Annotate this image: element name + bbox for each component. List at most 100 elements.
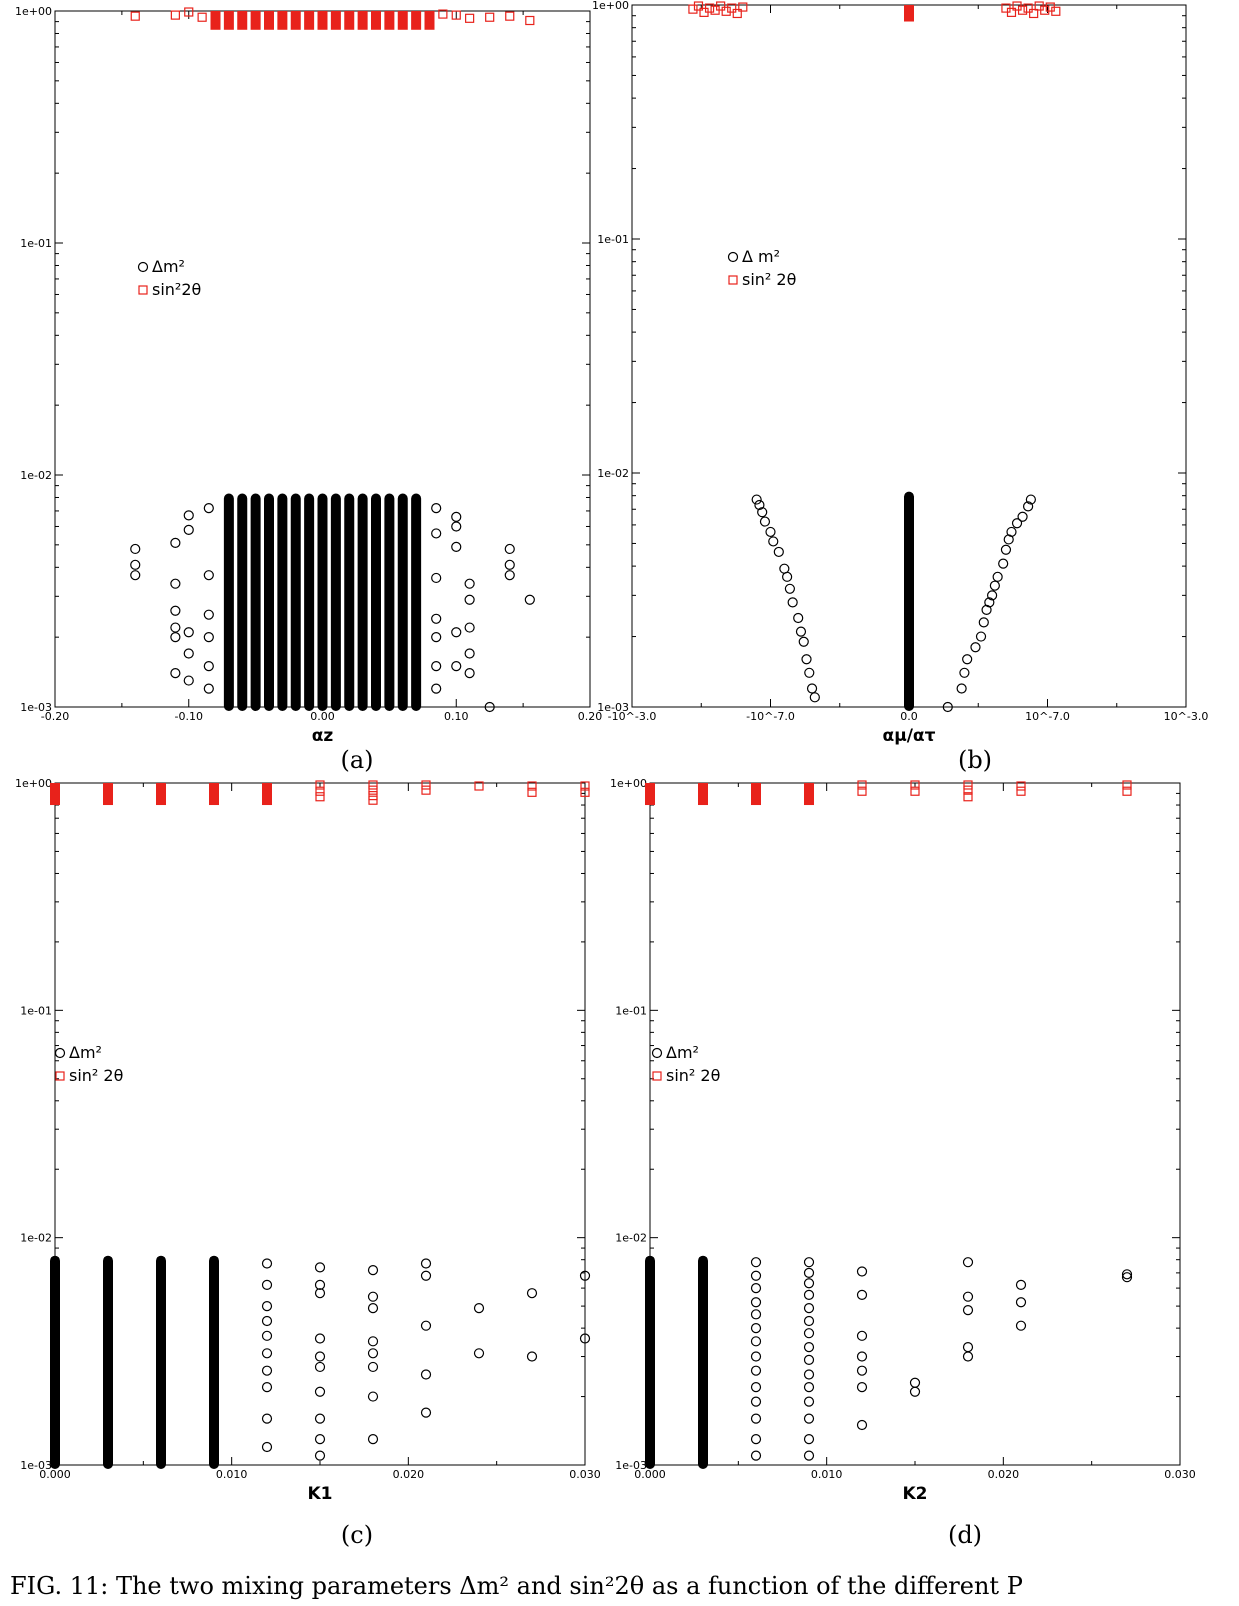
data-point — [1029, 8, 1039, 19]
x-tick-label: -0.10 — [175, 710, 203, 723]
data-point — [803, 1450, 815, 1461]
data-point — [750, 1297, 762, 1308]
data-point — [315, 792, 325, 802]
x-tick-label: 0.010 — [811, 1468, 843, 1481]
data-point-column — [645, 783, 655, 806]
data-point — [473, 1348, 485, 1359]
data-point — [773, 546, 784, 558]
data-point — [314, 1413, 326, 1424]
data-point — [1040, 5, 1050, 15]
data-point — [801, 654, 812, 665]
data-point — [504, 559, 515, 570]
data-point — [203, 502, 214, 514]
data-point-column — [209, 1255, 219, 1469]
data-point-column — [317, 493, 328, 711]
data-point — [579, 1270, 591, 1281]
data-point — [130, 559, 141, 570]
x-tick-label: 0.20 — [578, 710, 603, 723]
data-point — [750, 1257, 762, 1268]
legend-marker — [137, 261, 149, 273]
panel-label: (d) — [948, 1521, 982, 1549]
data-point — [759, 516, 771, 527]
y-tick-label: 1e+00 — [15, 777, 52, 790]
data-point-column — [290, 11, 301, 30]
legend-marker — [652, 1071, 662, 1081]
data-point — [803, 1257, 815, 1268]
data-point — [183, 524, 194, 535]
data-point — [484, 701, 495, 713]
data-point — [856, 1419, 868, 1431]
legend: Δm² sin² 2θ — [651, 1043, 720, 1085]
data-point — [261, 1258, 273, 1269]
data-point — [803, 1315, 815, 1327]
data-point-column — [751, 783, 761, 806]
legend-entry: sin²2θ — [152, 280, 201, 299]
data-point-column — [371, 11, 381, 30]
legend-marker — [54, 1047, 66, 1059]
data-point — [183, 648, 194, 659]
data-point — [464, 594, 475, 605]
data-point — [910, 780, 920, 790]
data-point — [693, 1, 704, 11]
data-point-column — [223, 493, 234, 711]
data-point — [910, 786, 920, 796]
data-point-column — [209, 783, 219, 806]
figure-caption: FIG. 11: The two mixing parameters Δm² a… — [10, 1572, 1023, 1600]
data-point-column — [237, 493, 248, 711]
data-point — [261, 1301, 273, 1312]
x-tick-label: 0.010 — [216, 1468, 248, 1481]
data-point-column — [317, 11, 328, 30]
data-point — [803, 1342, 815, 1353]
data-point — [314, 1386, 326, 1397]
data-point — [261, 1279, 273, 1290]
data-point — [314, 1351, 326, 1362]
legend-marker — [728, 275, 738, 285]
series-1 — [50, 780, 590, 806]
data-point — [750, 1283, 762, 1294]
x-axis-title: αμ/ατ — [883, 726, 936, 746]
data-point — [803, 1278, 815, 1289]
series-1 — [645, 780, 1132, 806]
data-point-column — [344, 493, 355, 711]
data-point-column — [103, 783, 113, 806]
x-tick-label: 0.00 — [310, 710, 335, 723]
x-tick-label: 10^-3.0 — [1164, 710, 1209, 723]
y-tick-label: 1e-03 — [20, 1459, 52, 1472]
data-point — [197, 12, 207, 22]
data-point — [314, 1361, 326, 1373]
data-point — [1015, 1320, 1027, 1331]
legend-entry: Δm² — [152, 257, 185, 276]
data-point-column — [223, 11, 234, 30]
data-point — [962, 1257, 974, 1268]
legend-entry: sin² 2θ — [742, 270, 796, 289]
x-tick-label: -10^-3.0 — [608, 710, 657, 723]
data-point — [1015, 1279, 1027, 1290]
legend-entry: Δm² — [666, 1043, 699, 1062]
data-point — [750, 1396, 762, 1407]
data-point-column — [384, 493, 395, 711]
data-point — [970, 642, 981, 653]
data-point-column — [397, 11, 408, 30]
data-point — [130, 543, 141, 555]
data-point — [795, 626, 807, 637]
x-tick-label: 0.020 — [988, 1468, 1020, 1481]
data-point — [1003, 534, 1014, 545]
data-point-column — [357, 493, 368, 711]
data-point — [738, 2, 748, 12]
data-point — [527, 787, 537, 797]
data-point — [963, 785, 973, 795]
data-point — [856, 1266, 868, 1277]
data-point — [473, 1302, 485, 1314]
data-point — [798, 636, 809, 647]
data-point — [579, 1333, 591, 1344]
data-point-column — [237, 11, 248, 30]
data-point — [315, 786, 325, 796]
data-point — [170, 632, 181, 643]
data-point — [451, 627, 462, 638]
data-point — [421, 785, 431, 795]
y-tick-label: 1e-03 — [615, 1459, 647, 1472]
data-point — [803, 1267, 815, 1278]
data-point — [527, 781, 537, 791]
data-point-column — [50, 783, 60, 806]
